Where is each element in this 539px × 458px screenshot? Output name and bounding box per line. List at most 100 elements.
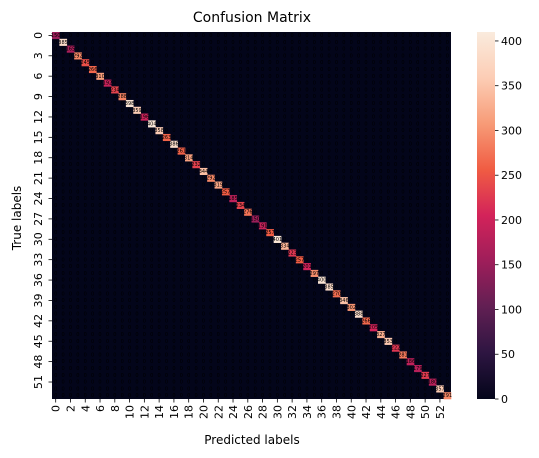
cell-annotation: 0 bbox=[61, 278, 64, 284]
cell-annotation: 0 bbox=[424, 366, 427, 372]
cell-annotation: 0 bbox=[305, 121, 308, 127]
cell-annotation: 0 bbox=[438, 176, 441, 182]
cell-annotation: 0 bbox=[224, 352, 227, 358]
cell-annotation: 0 bbox=[106, 183, 109, 189]
cell-annotation: 0 bbox=[409, 74, 412, 80]
cell-annotation: 0 bbox=[202, 237, 205, 243]
cell-annotation: 0 bbox=[98, 155, 101, 161]
cell-annotation: 0 bbox=[298, 189, 301, 195]
cell-annotation: 0 bbox=[387, 230, 390, 236]
cell-annotation: 0 bbox=[438, 183, 441, 189]
cell-annotation: 0 bbox=[91, 352, 94, 358]
cell-annotation: 0 bbox=[172, 87, 175, 93]
cell-annotation: 0 bbox=[327, 346, 330, 352]
cell-annotation: 0 bbox=[165, 291, 168, 297]
cell-annotation: 0 bbox=[446, 40, 449, 46]
cell-annotation: 0 bbox=[357, 101, 360, 107]
cell-annotation: 0 bbox=[364, 237, 367, 243]
cell-annotation: 0 bbox=[357, 380, 360, 386]
cell-annotation: 0 bbox=[158, 33, 161, 39]
cell-annotation: 0 bbox=[327, 352, 330, 358]
cell-annotation: 0 bbox=[394, 94, 397, 100]
cell-annotation: 0 bbox=[121, 155, 124, 161]
cell-annotation: 0 bbox=[69, 115, 72, 121]
cell-annotation: 0 bbox=[372, 108, 375, 114]
cell-annotation: 0 bbox=[394, 318, 397, 324]
cell-annotation: 0 bbox=[357, 176, 360, 182]
cell-annotation: 0 bbox=[268, 291, 271, 297]
cell-annotation: 0 bbox=[135, 53, 138, 59]
cell-annotation: 0 bbox=[76, 305, 79, 311]
cell-annotation: 0 bbox=[276, 121, 279, 127]
cell-annotation: 0 bbox=[268, 386, 271, 392]
cell-annotation: 0 bbox=[239, 74, 242, 80]
cell-annotation: 0 bbox=[320, 115, 323, 121]
cell-annotation: 0 bbox=[172, 196, 175, 202]
cell-annotation: 0 bbox=[446, 183, 449, 189]
cell-annotation: 0 bbox=[187, 393, 190, 399]
cell-annotation: 0 bbox=[431, 284, 434, 290]
cell-annotation: 0 bbox=[91, 40, 94, 46]
cell-annotation: 0 bbox=[313, 135, 316, 141]
cell-annotation: 0 bbox=[106, 149, 109, 155]
cell-annotation: 0 bbox=[76, 291, 79, 297]
cell-annotation: 0 bbox=[401, 271, 404, 277]
cell-annotation: 0 bbox=[394, 373, 397, 379]
cell-annotation: 0 bbox=[372, 142, 375, 148]
x-tick-label: 42 bbox=[360, 405, 373, 419]
cell-annotation: 0 bbox=[217, 216, 220, 222]
cell-annotation: 0 bbox=[194, 244, 197, 250]
cell-annotation: 0 bbox=[446, 271, 449, 277]
cell-annotation: 0 bbox=[327, 142, 330, 148]
cell-annotation: 0 bbox=[268, 332, 271, 338]
cell-annotation: 0 bbox=[172, 47, 175, 53]
cell-annotation: 0 bbox=[209, 87, 212, 93]
cell-annotation: 0 bbox=[387, 291, 390, 297]
cell-annotation: 0 bbox=[150, 346, 153, 352]
cell-annotation: 0 bbox=[424, 101, 427, 107]
cell-annotation: 0 bbox=[254, 67, 257, 73]
cell-annotation: 0 bbox=[76, 244, 79, 250]
cell-annotation: 0 bbox=[313, 108, 316, 114]
cell-annotation: 0 bbox=[416, 339, 419, 345]
cell-annotation: 0 bbox=[187, 176, 190, 182]
cell-annotation: 0 bbox=[135, 135, 138, 141]
cell-annotation: 0 bbox=[261, 94, 264, 100]
cell-annotation: 0 bbox=[254, 121, 257, 127]
heatmap-cell-diagonal bbox=[391, 344, 400, 352]
heatmap-cell-diagonal bbox=[354, 310, 363, 318]
cell-annotation: 0 bbox=[409, 115, 412, 121]
cell-annotation: 0 bbox=[372, 223, 375, 229]
cell-annotation: 0 bbox=[180, 121, 183, 127]
cell-annotation: 0 bbox=[106, 121, 109, 127]
cell-annotation: 0 bbox=[180, 359, 183, 365]
cell-annotation: 0 bbox=[54, 250, 57, 256]
cell-annotation: 0 bbox=[401, 346, 404, 352]
cell-annotation: 0 bbox=[401, 291, 404, 297]
cell-annotation: 0 bbox=[357, 298, 360, 304]
cell-annotation: 0 bbox=[291, 128, 294, 134]
cell-annotation: 0 bbox=[394, 121, 397, 127]
cell-annotation: 0 bbox=[305, 216, 308, 222]
cell-annotation: 0 bbox=[438, 237, 441, 243]
cell-annotation: 0 bbox=[231, 271, 234, 277]
cell-annotation: 0 bbox=[320, 373, 323, 379]
cell-annotation: 0 bbox=[202, 386, 205, 392]
cell-annotation: 0 bbox=[246, 366, 249, 372]
cell-annotation: 0 bbox=[438, 60, 441, 66]
cell-annotation: 0 bbox=[61, 81, 64, 87]
cell-annotation: 0 bbox=[69, 128, 72, 134]
cell-annotation: 0 bbox=[283, 115, 286, 121]
cell-annotation: 0 bbox=[106, 325, 109, 331]
cell-annotation: 0 bbox=[239, 250, 242, 256]
cell-annotation: 0 bbox=[69, 393, 72, 399]
cell-annotation: 0 bbox=[254, 230, 257, 236]
cell-annotation: 0 bbox=[335, 149, 338, 155]
cell-annotation: 0 bbox=[246, 60, 249, 66]
cell-annotation: 292 bbox=[73, 53, 83, 59]
cell-annotation: 0 bbox=[431, 94, 434, 100]
cell-annotation: 0 bbox=[113, 203, 116, 209]
cell-annotation: 0 bbox=[180, 393, 183, 399]
cell-annotation: 0 bbox=[268, 108, 271, 114]
cell-annotation: 0 bbox=[224, 33, 227, 39]
